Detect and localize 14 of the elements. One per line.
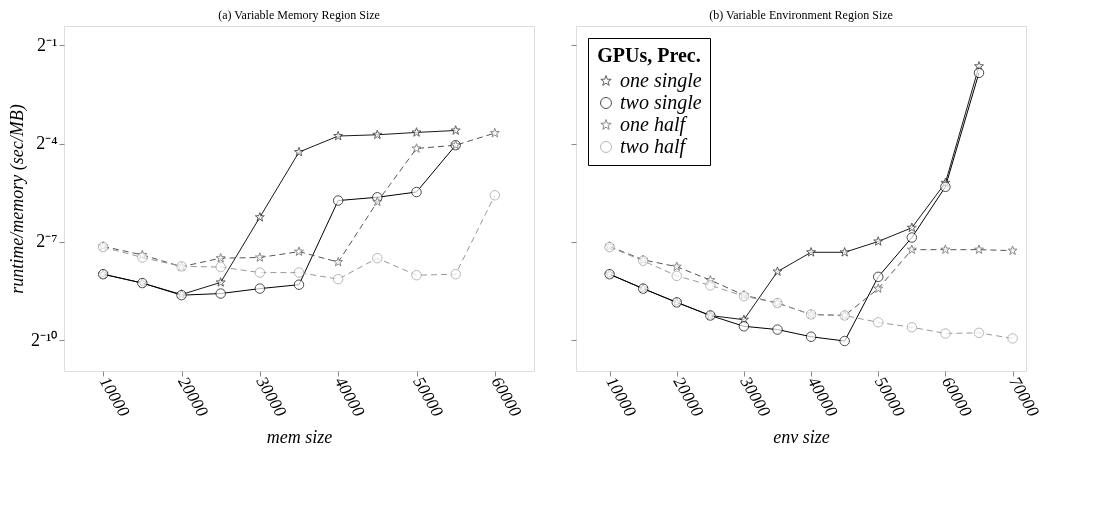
legend-label: two single <box>620 91 702 114</box>
legend-title: GPUs, Prec. <box>597 44 701 66</box>
y-tick-label: 2⁻¹ <box>37 34 58 55</box>
legend-label: two half <box>620 135 688 158</box>
legend-label: one single <box>620 69 702 92</box>
x-axis-title: env size <box>773 427 830 448</box>
legend-label: one half <box>620 113 688 136</box>
y-tick-label: 2⁻⁴ <box>36 133 58 154</box>
y-tick-label: 2⁻¹⁰ <box>31 329 58 350</box>
y-tick-label: 2⁻⁷ <box>36 231 58 252</box>
chart-title: (a) Variable Memory Region Size <box>218 8 380 22</box>
y-axis-title: runtime/memory (sec/MB) <box>7 104 29 294</box>
chart-title: (b) Variable Environment Region Size <box>709 8 893 22</box>
x-axis-title: mem size <box>266 427 333 448</box>
